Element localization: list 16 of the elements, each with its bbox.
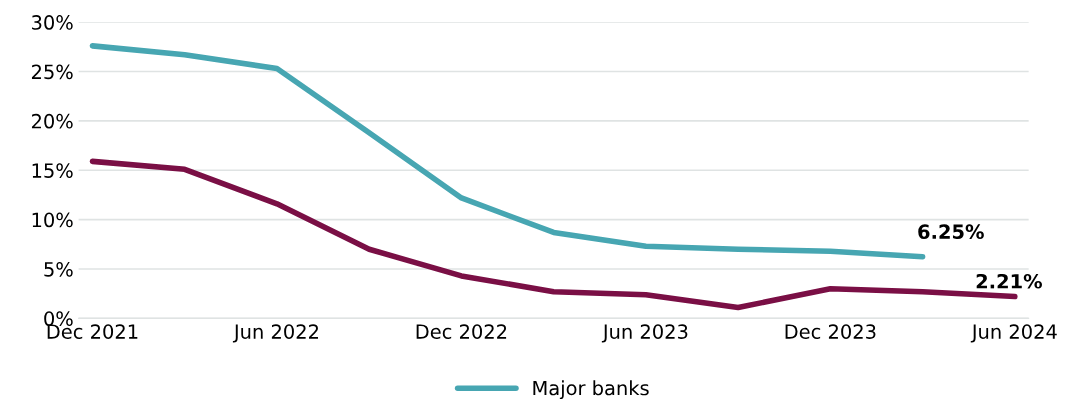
x-tick-label: Dec 2021 (47, 324, 138, 339)
y-tick-label: 25% (31, 64, 73, 80)
x-tick-label: Jun 2023 (601, 324, 688, 343)
x-tick-label: Jun 2024 (970, 324, 1057, 343)
legend-label: Major banks (533, 380, 649, 400)
y-tick-label: 30% (32, 15, 73, 30)
x-tick-label: Dec 2022 (416, 324, 507, 339)
data-label: 6.25% (918, 224, 984, 239)
data-label: 2.21% (976, 273, 1042, 289)
x-tick-label: Dec 2023 (785, 324, 876, 339)
y-tick-label: 5% (44, 261, 73, 277)
y-tick-label: 15% (32, 163, 73, 178)
x-tick-label: Jun 2022 (232, 324, 319, 343)
y-tick-label: 0% (44, 311, 73, 327)
y-tick-label: 10% (32, 212, 73, 228)
y-tick-label: 20% (31, 113, 73, 129)
